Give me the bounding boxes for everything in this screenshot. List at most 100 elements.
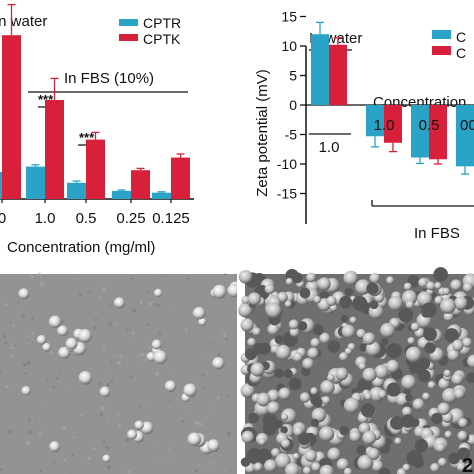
sem-particle xyxy=(187,432,202,447)
sem-texture-speck xyxy=(108,303,112,307)
right-y-tick-label: 5 xyxy=(289,68,297,84)
sem-particle-dense xyxy=(283,369,293,379)
sem-particle-dense xyxy=(451,373,464,386)
sem-particle-dense xyxy=(362,332,376,345)
sem-particle-dense xyxy=(458,418,468,428)
sem-particle-dense xyxy=(414,439,429,453)
sem-texture-speck xyxy=(8,429,13,434)
sem-particle xyxy=(65,337,78,350)
sem-particle-dense xyxy=(267,323,280,336)
sem-particle-dense xyxy=(344,347,352,355)
particle-size-bar-chart: In water CPTR CPTK In FBS (10%) *** *** … xyxy=(0,3,194,256)
sem-particle-dense xyxy=(405,346,422,363)
sem-particle-dense xyxy=(437,457,447,467)
sem-particle-dense xyxy=(453,388,465,400)
sem-particle-dense xyxy=(252,327,261,336)
right-y-tick-label: 10 xyxy=(281,38,297,54)
sem-texture-speck xyxy=(104,383,106,385)
sem-particle xyxy=(198,317,207,326)
sem-texture-speck xyxy=(56,376,60,380)
zeta-bar-b-0 xyxy=(329,44,347,105)
sem-particle-dense xyxy=(317,277,331,291)
sem-texture-speck xyxy=(62,425,67,430)
sem-particle-dense xyxy=(402,463,411,472)
sem-texture-speck xyxy=(204,355,207,359)
sem-particle-dense xyxy=(401,374,417,390)
sem-particle-dense xyxy=(356,445,367,455)
sem-texture-speck xyxy=(112,356,114,358)
left-in-water-label: In water xyxy=(0,13,47,30)
sem-particle-dense xyxy=(386,382,401,397)
left-x-tick-1: 1.0 xyxy=(35,210,56,227)
sem-texture-speck xyxy=(94,317,98,320)
sem-texture-speck xyxy=(0,370,2,373)
sem-texture-speck xyxy=(72,436,76,439)
sem-particle-dense xyxy=(426,281,436,291)
sem-particle-dense xyxy=(369,300,379,310)
left-x-tick-3: 0.25 xyxy=(116,210,145,227)
sem-particle xyxy=(140,421,154,435)
right-y-tick-label: -10 xyxy=(277,156,297,172)
sem-texture-speck xyxy=(24,372,27,375)
sem-texture-speck xyxy=(186,277,189,281)
sem-particle xyxy=(183,383,197,397)
sem-texture-speck xyxy=(38,431,42,435)
sem-particle-dense xyxy=(377,389,387,399)
sem-texture-speck xyxy=(10,343,14,346)
sem-texture-speck xyxy=(76,375,79,377)
sem-texture-speck xyxy=(102,440,106,444)
sem-particle xyxy=(207,439,220,452)
sem-particle-dense xyxy=(352,295,368,312)
sem-particle-dense xyxy=(386,359,400,373)
sem-particle-dense xyxy=(326,295,337,306)
sem-texture-speck xyxy=(154,371,159,376)
sem-particle xyxy=(164,380,177,392)
sem-texture-speck xyxy=(15,305,18,308)
sem-texture-speck xyxy=(168,400,171,403)
sem-texture-speck xyxy=(146,323,149,327)
sem-particle-dense xyxy=(431,412,443,425)
sem-texture-speck xyxy=(159,458,162,461)
sem-particle-dense xyxy=(289,327,300,338)
sem-texture-speck xyxy=(105,445,108,449)
sem-particle-dense xyxy=(343,467,353,474)
sem-particle-dense xyxy=(430,463,440,473)
right-y-tick-label: -5 xyxy=(285,127,298,143)
sem-texture-speck xyxy=(171,337,173,339)
sem-particle-dense xyxy=(384,437,392,446)
sem-particle-dense xyxy=(365,341,381,357)
sem-texture-speck xyxy=(99,412,104,416)
right-x-tick-3: 00 xyxy=(460,117,474,134)
sem-texture-speck xyxy=(110,360,113,364)
sem-texture-speck xyxy=(27,430,32,435)
sem-particle-dense xyxy=(344,287,353,297)
left-tick-labels-layer: 0 1.0 0.5 0.25 0.125 xyxy=(0,199,190,227)
legend-label-cptr: CPTR xyxy=(143,15,181,31)
sem-texture-speck xyxy=(203,386,206,389)
sem-particle-dense xyxy=(440,298,456,314)
sem-particle-dense xyxy=(313,324,324,336)
sem-texture-speck xyxy=(97,295,101,299)
sem-texture-speck xyxy=(29,274,34,279)
sem-particle-dense xyxy=(456,462,466,472)
sem-texture-speck xyxy=(226,394,230,397)
sem-texture-speck xyxy=(226,431,232,436)
sem-texture-speck xyxy=(137,404,141,408)
sem-particle-dense xyxy=(442,287,450,296)
sem-texture-speck xyxy=(68,297,71,300)
sem-particle-dense xyxy=(284,462,300,474)
sem-texture-speck xyxy=(5,385,9,389)
sem-particle-dense xyxy=(412,398,425,411)
sem-particle xyxy=(153,288,163,298)
sem-particle-dense xyxy=(274,335,284,345)
sem-particle-dense xyxy=(238,303,253,318)
sem-texture-speck xyxy=(18,301,21,304)
sem-texture-speck xyxy=(114,354,118,358)
sem-texture-speck xyxy=(147,301,152,306)
sem-image-left xyxy=(0,272,242,474)
sem-particle-dense xyxy=(405,300,415,309)
right-legend-label-2: C xyxy=(456,45,466,61)
sem-particle xyxy=(151,339,162,350)
sem-particle-dense xyxy=(321,396,331,405)
right-tick-labels-layer: 1.0 1.0 0.5 00 xyxy=(309,117,474,156)
